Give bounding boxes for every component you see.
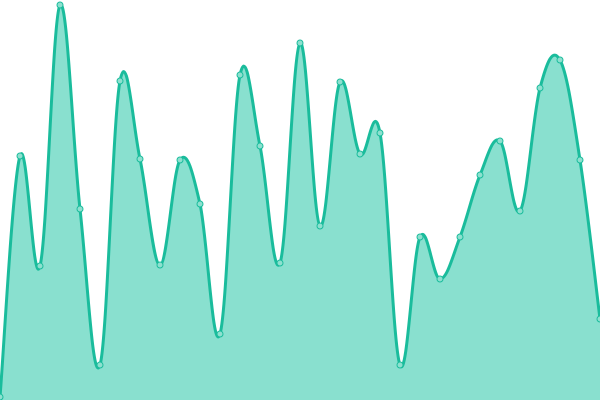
data-point-0 xyxy=(0,393,4,400)
data-point-21 xyxy=(416,233,424,241)
data-point-17 xyxy=(336,78,344,86)
data-point-30 xyxy=(596,315,600,323)
data-point-5 xyxy=(96,361,104,369)
data-point-24 xyxy=(476,171,484,179)
data-point-27 xyxy=(536,84,544,92)
data-point-18 xyxy=(356,150,364,158)
data-point-28 xyxy=(556,56,564,64)
data-point-8 xyxy=(156,261,164,269)
data-point-1 xyxy=(16,152,24,160)
data-point-15 xyxy=(296,39,304,47)
data-point-3 xyxy=(56,1,64,9)
data-point-13 xyxy=(256,142,264,150)
data-point-7 xyxy=(136,155,144,163)
data-point-12 xyxy=(236,71,244,79)
data-point-29 xyxy=(576,156,584,164)
data-point-20 xyxy=(396,361,404,369)
data-point-16 xyxy=(316,222,324,230)
data-point-2 xyxy=(36,262,44,270)
data-point-11 xyxy=(216,330,224,338)
data-point-22 xyxy=(436,275,444,283)
data-point-9 xyxy=(176,156,184,164)
data-point-4 xyxy=(76,205,84,213)
data-point-6 xyxy=(116,77,124,85)
data-point-25 xyxy=(496,137,504,145)
area-fill xyxy=(0,4,600,400)
data-point-23 xyxy=(456,233,464,241)
data-point-26 xyxy=(516,207,524,215)
data-point-10 xyxy=(196,200,204,208)
data-point-14 xyxy=(276,259,284,267)
data-point-19 xyxy=(376,129,384,137)
